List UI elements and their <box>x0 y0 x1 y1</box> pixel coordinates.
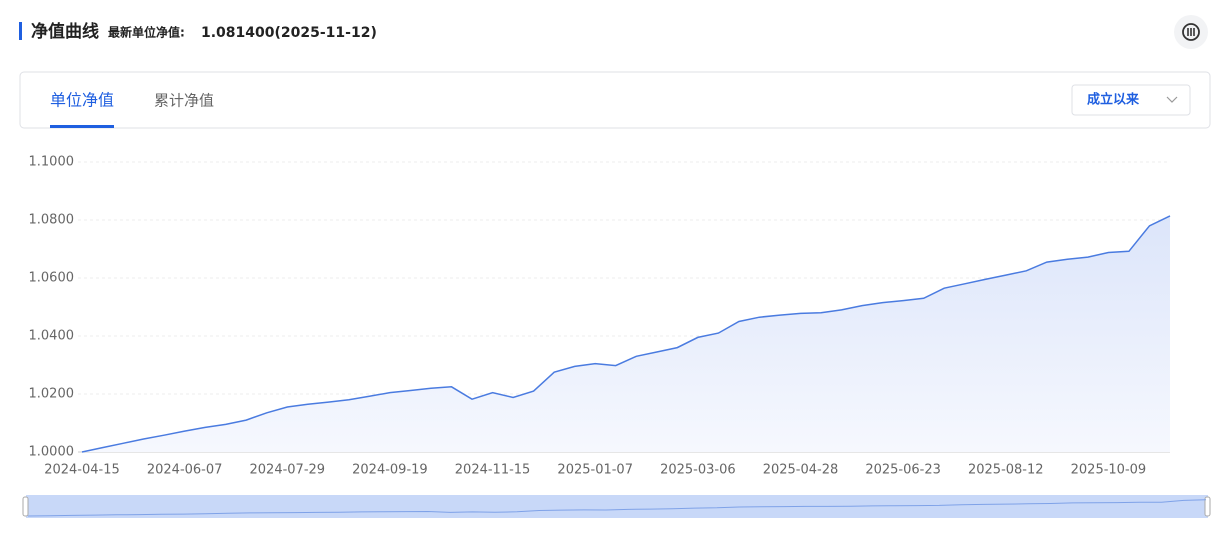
refresh-icon[interactable] <box>1174 15 1208 49</box>
y-tick-label: 1.0000 <box>29 445 75 460</box>
x-tick-label: 2025-04-28 <box>763 463 839 478</box>
x-tick-label: 2025-08-12 <box>968 463 1044 478</box>
slider-handle[interactable] <box>22 496 29 517</box>
tab-underline <box>50 125 114 128</box>
x-tick-label: 2024-09-19 <box>352 463 428 478</box>
y-tick-label: 1.0800 <box>29 213 75 228</box>
x-tick-label: 2025-06-23 <box>865 463 941 478</box>
y-tick-label: 1.1000 <box>29 155 75 170</box>
range-dropdown[interactable]: 成立以来 <box>1071 84 1191 116</box>
x-tick-label: 2024-11-15 <box>455 463 531 478</box>
x-tick-label: 2025-01-07 <box>557 463 633 478</box>
x-tick-label: 2024-06-07 <box>147 463 223 478</box>
range-text: 成立以来 <box>1087 92 1140 108</box>
area <box>82 215 1170 452</box>
tab[interactable]: 累计净值 <box>154 92 214 110</box>
x-tick-label: 2024-04-15 <box>44 463 120 478</box>
latest-value: 1.081400(2025-11-12) <box>201 25 377 41</box>
y-tick-label: 1.0400 <box>29 329 75 344</box>
slider-line <box>27 499 1207 517</box>
y-tick-label: 1.0600 <box>29 271 75 286</box>
x-tick-label: 2024-07-29 <box>250 463 326 478</box>
slider-handle[interactable] <box>1204 496 1211 517</box>
section-title: 净值曲线 <box>31 21 99 42</box>
y-tick-label: 1.0200 <box>29 387 75 402</box>
x-tick-label: 2025-03-06 <box>660 463 736 478</box>
title-marker <box>19 22 22 40</box>
line <box>81 215 1171 453</box>
zoom-slider[interactable] <box>26 495 1208 518</box>
tab-active[interactable]: 单位净值 <box>50 91 114 110</box>
latest-label: 最新单位净值: <box>108 25 185 40</box>
x-tick-label: 2025-10-09 <box>1071 463 1147 478</box>
tab-panel <box>19 71 1211 129</box>
